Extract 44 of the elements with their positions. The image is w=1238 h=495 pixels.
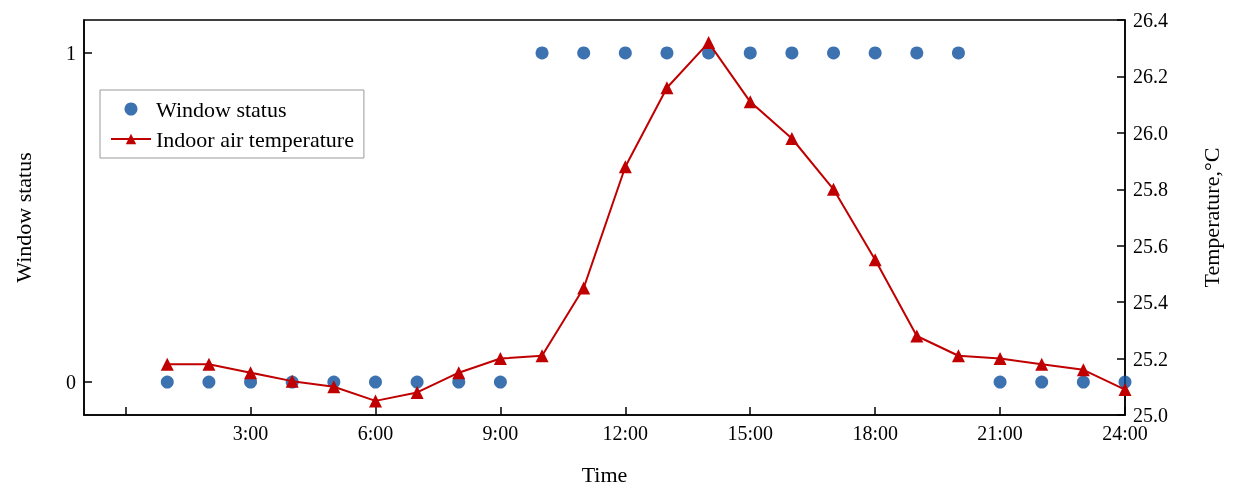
point: [660, 81, 674, 95]
x-tick-label: 21:00: [977, 422, 1023, 444]
x-tick-label: 9:00: [482, 422, 519, 444]
point: [618, 160, 632, 174]
point: [327, 380, 341, 394]
point: [244, 366, 258, 380]
point: [452, 366, 466, 380]
y2-tick-label: 25.2: [1133, 347, 1168, 370]
point: [910, 329, 924, 343]
point: [702, 36, 716, 50]
legend-label: Window status: [156, 96, 287, 122]
y2-tick-label: 26.4: [1133, 9, 1168, 31]
point: [827, 182, 841, 196]
x-tick-label: 18:00: [852, 422, 898, 444]
x-tick-label: 6:00: [357, 422, 394, 444]
point: [202, 357, 216, 371]
point: [951, 349, 965, 363]
point: [368, 394, 382, 408]
point: [160, 357, 174, 371]
point: [1118, 383, 1132, 397]
point: [493, 352, 507, 366]
x-axis-title: Time: [581, 461, 628, 487]
y2-tick-label: 26.0: [1133, 121, 1168, 144]
y2-tick-label: 25.6: [1133, 234, 1168, 257]
point: [868, 253, 882, 267]
x-tick-label: 15:00: [727, 422, 774, 444]
point: [577, 281, 591, 295]
x-tick-label: 3:00: [232, 422, 269, 444]
y2-axis-title: Temperature,°C: [1198, 147, 1224, 288]
point: [535, 349, 549, 363]
y2-tick-label: 26.2: [1133, 65, 1168, 88]
point: [1035, 357, 1049, 371]
y2-tick-label: 25.8: [1133, 178, 1168, 201]
point: [993, 352, 1007, 366]
y-axis-title: Window status: [10, 152, 36, 283]
y-tick-label: 0: [66, 371, 76, 394]
x-tick-label: 12:00: [602, 422, 649, 444]
y-tick-label: 1: [66, 41, 76, 64]
point: [785, 132, 799, 145]
point: [410, 385, 424, 399]
point: [743, 95, 757, 109]
y2-tick-label: 25.4: [1133, 291, 1168, 314]
point: [1076, 363, 1090, 377]
legend-label: Indoor air temperature: [156, 126, 354, 152]
